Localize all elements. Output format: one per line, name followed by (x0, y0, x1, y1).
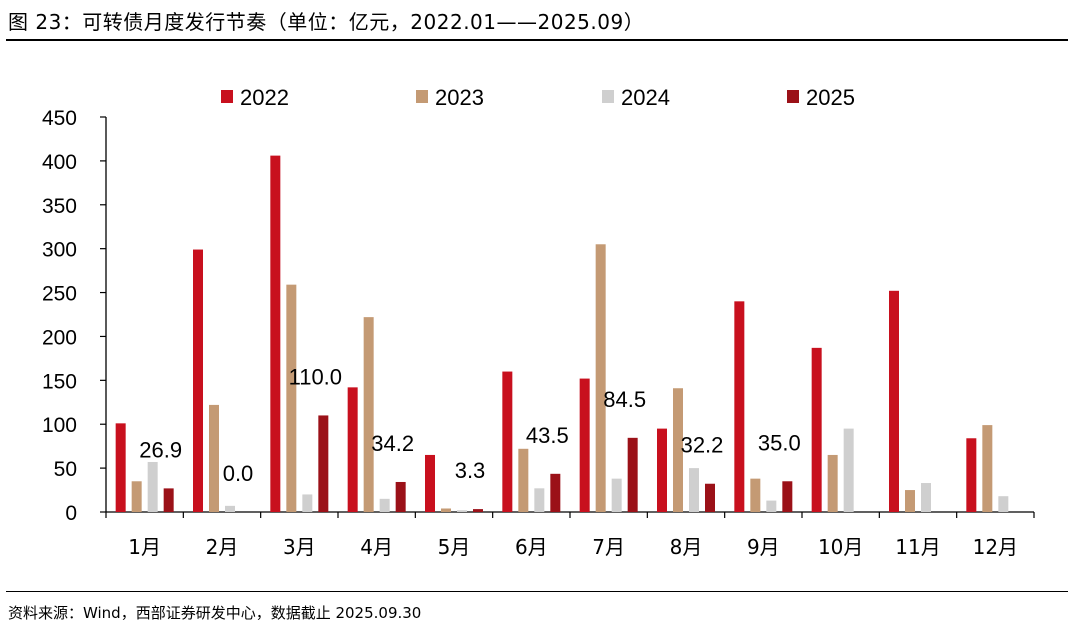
bar-2023 (131, 481, 142, 512)
bar-2024 (843, 428, 854, 512)
bar-2024 (689, 468, 699, 512)
figure-title: 图 23：可转债月度发行节奏（单位：亿元，2022.01——2025.09） (8, 10, 645, 34)
x-category-label: 1月 (128, 535, 161, 559)
bar-2024 (302, 494, 313, 512)
bar-2023 (286, 284, 297, 512)
bars (115, 155, 1009, 513)
source-note: 资料来源：Wind，西部证券研发中心，数据截止 2025.09.30 (8, 604, 422, 622)
bar-2024 (379, 498, 390, 512)
bar-2022 (502, 371, 513, 512)
bar-2024 (766, 500, 777, 512)
bar-2025 (782, 481, 793, 512)
bar-2022 (657, 428, 667, 512)
legend-swatch-2022 (221, 90, 233, 103)
bar-2023 (209, 404, 219, 512)
data-label: 26.9 (139, 437, 182, 462)
x-category-label: 12月 (973, 535, 1018, 559)
y-tick-label: 250 (42, 283, 77, 306)
legend-label: 2023 (435, 85, 484, 110)
data-label: 0.0 (223, 461, 254, 486)
x-category-label: 3月 (283, 535, 316, 559)
x-axis: 1月 2月 3月 4月 5月 6月 7月 8月 9月 10月 11月 12月 (105, 511, 1035, 559)
y-tick-label: 0 (65, 502, 77, 525)
bar-2024 (457, 510, 467, 512)
data-labels: 26.9 0.0 110.0 34.2 3.3 43.5 84.5 32.2 35.0 (139, 364, 800, 486)
bar-2024 (611, 478, 622, 512)
bar-2025 (705, 483, 715, 512)
bar-2023 (441, 508, 451, 512)
bar-2024 (998, 496, 1009, 512)
title-rule (6, 39, 1068, 41)
data-label: 3.3 (455, 458, 486, 483)
bar-2022 (347, 387, 358, 512)
y-tick-label: 50 (54, 458, 77, 481)
x-category-label: 6月 (515, 535, 548, 559)
data-label: 110.0 (289, 364, 342, 389)
data-label: 35.0 (758, 430, 801, 455)
y-tick-label: 100 (42, 414, 77, 437)
legend: 2022 2023 2024 2025 (221, 85, 855, 110)
y-tick-label: 200 (42, 326, 77, 349)
bar-2022 (115, 423, 126, 512)
bar-2024 (147, 461, 158, 512)
bar-2025 (163, 488, 174, 512)
bar-2023 (982, 425, 993, 512)
bar-2023 (595, 244, 606, 512)
legend-label: 2022 (240, 85, 289, 110)
bar-2023 (750, 478, 761, 512)
x-category-label: 2月 (206, 535, 239, 559)
bar-2023 (673, 388, 683, 512)
x-category-label: 10月 (818, 535, 863, 559)
bar-2025 (318, 415, 329, 512)
bar-2022 (193, 249, 203, 513)
x-category-label: 11月 (895, 535, 940, 559)
x-category-label: 4月 (360, 535, 393, 559)
legend-label: 2025 (806, 85, 855, 110)
data-label: 43.5 (526, 423, 569, 448)
x-category-label: 8月 (670, 535, 703, 559)
y-tick-label: 450 (42, 107, 77, 130)
y-axis: 0 50 100 150 200 250 300 350 400 450 (42, 107, 107, 525)
x-category-label: 5月 (438, 535, 471, 559)
bar-2025 (395, 481, 406, 512)
y-tick-label: 150 (42, 370, 77, 393)
bar-2023 (363, 317, 374, 512)
bar-2025 (550, 473, 561, 512)
bar-2025 (473, 509, 483, 512)
bar-2022 (734, 301, 745, 512)
bar-2022 (270, 155, 281, 512)
bar-2022 (889, 290, 899, 512)
bar-2024 (921, 483, 931, 512)
bar-chart: 2022 2023 2024 2025 0 50 100 150 200 250 300 350 40… (41, 85, 1035, 559)
y-tick-label: 300 (42, 239, 77, 262)
x-category-label: 7月 (592, 535, 625, 559)
bar-2023 (905, 490, 915, 512)
bar-2022 (811, 347, 822, 512)
y-tick-label: 400 (42, 151, 77, 174)
legend-swatch-2024 (602, 90, 614, 103)
bar-2022 (966, 438, 977, 512)
bar-2024 (534, 488, 545, 512)
data-label: 32.2 (681, 433, 724, 458)
data-label: 34.2 (371, 431, 414, 456)
bar-2024 (225, 505, 235, 512)
bar-2022 (579, 378, 590, 512)
bar-2023 (518, 448, 529, 512)
legend-label: 2024 (621, 85, 670, 110)
legend-swatch-2025 (787, 90, 799, 103)
footer-rule (6, 591, 1068, 593)
bar-2023 (827, 454, 838, 512)
bar-2022 (425, 454, 435, 512)
data-label: 84.5 (603, 387, 646, 412)
x-category-label: 9月 (747, 535, 780, 559)
y-tick-label: 350 (42, 195, 77, 218)
legend-swatch-2023 (416, 90, 428, 103)
bar-2025 (627, 437, 638, 512)
